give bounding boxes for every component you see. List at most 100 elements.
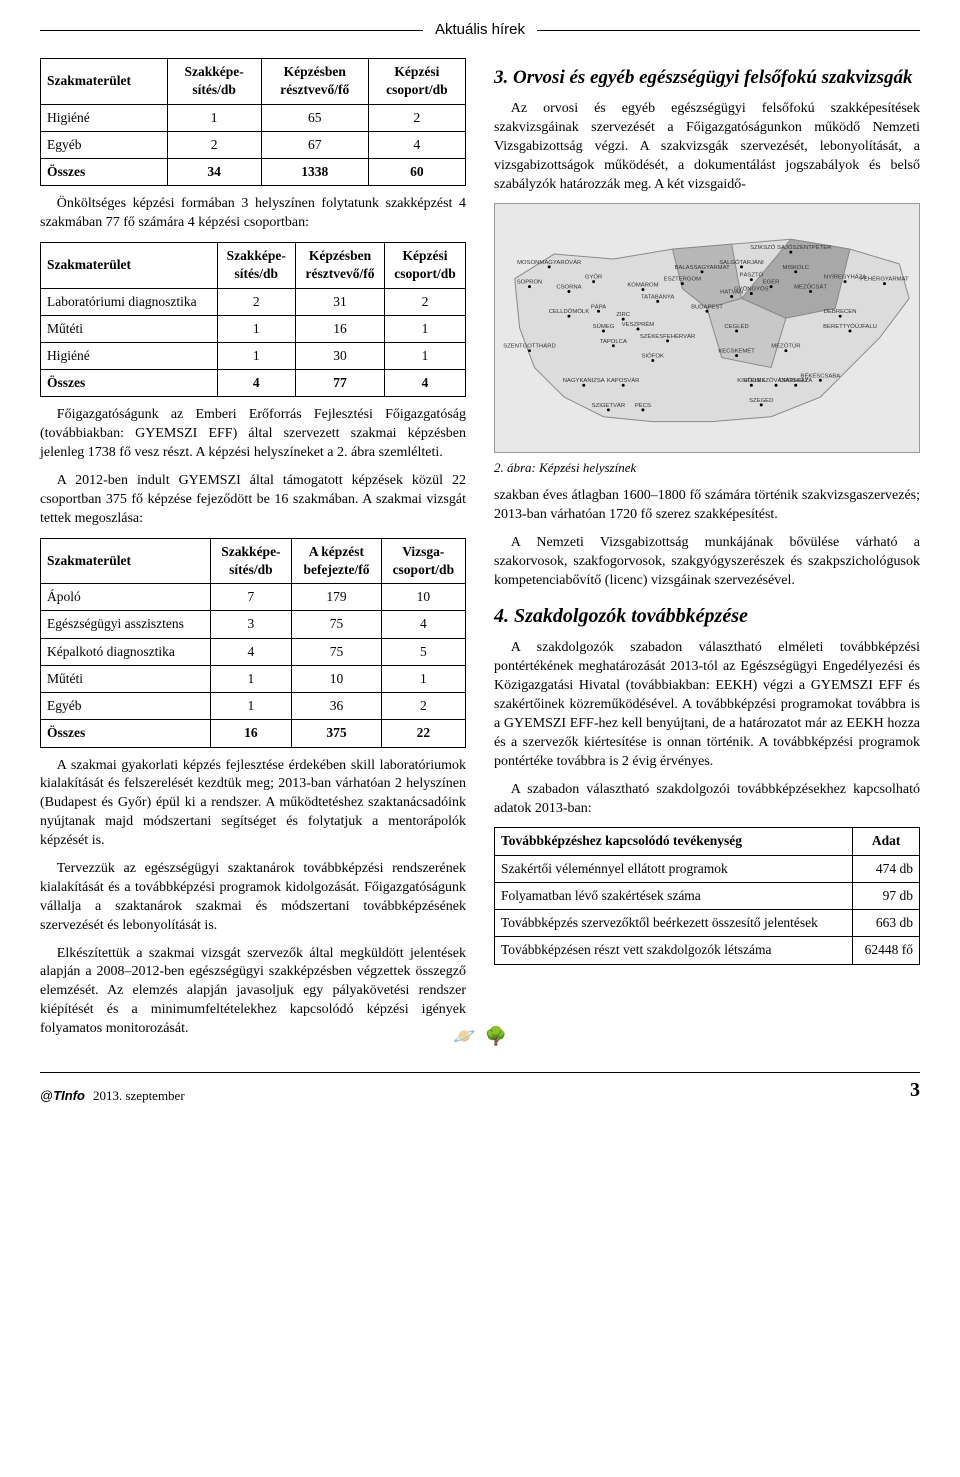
map-city-label: KAPOSVÁR bbox=[607, 378, 640, 385]
map-city-label: PÁPA bbox=[591, 304, 606, 311]
map-city-label: BUDAPEST bbox=[691, 305, 723, 311]
table-cell: Higiéné bbox=[41, 343, 218, 370]
table-cell: 22 bbox=[381, 720, 465, 747]
left-para-3: A 2012-ben indult GYEMSZI által támogato… bbox=[40, 472, 466, 529]
table-cell: Összes bbox=[41, 370, 218, 397]
table-cell: 10 bbox=[381, 584, 465, 611]
right-para-1: Az orvosi és egyéb egészségügyi felsőfok… bbox=[494, 100, 920, 194]
map-city-label: SZEGED bbox=[749, 398, 773, 404]
table-row: Szakértői véleménnyel ellátott programok… bbox=[495, 855, 920, 882]
table-cell: 1 bbox=[381, 665, 465, 692]
left-para-4: A szakmai gyakorlati képzés fejlesztése … bbox=[40, 757, 466, 851]
table-cell: Egészségügyi asszisztens bbox=[41, 611, 211, 638]
table-1: Szakmaterület Szakképe-sítés/db Képzésbe… bbox=[40, 58, 466, 186]
table-cell: 1 bbox=[217, 315, 295, 342]
map-city-label: ZIRC bbox=[616, 313, 631, 319]
table-cell: 1 bbox=[385, 315, 466, 342]
table-cell: 75 bbox=[292, 638, 381, 665]
hungary-map: SZIKSZÓ SAJÓSZENTPÉTERSALGÓTARJÁNIMISKOL… bbox=[494, 203, 920, 453]
right-para-4: A szakdolgozók szabadon választható elmé… bbox=[494, 639, 920, 771]
t4-h1: Adat bbox=[853, 828, 920, 855]
t3-h3: Vizsga-csoport/db bbox=[381, 538, 465, 583]
left-para-5: Tervezzük az egészségügyi szaktanárok to… bbox=[40, 860, 466, 936]
table-cell: 30 bbox=[296, 343, 385, 370]
map-city-label: GYŐR bbox=[585, 274, 602, 281]
left-para-1: Önköltséges képzési formában 3 helyszíne… bbox=[40, 195, 466, 233]
table-cell: Továbbképzésen részt vett szakdolgozók l… bbox=[495, 937, 853, 964]
table-row: Képalkotó diagnosztika4755 bbox=[41, 638, 466, 665]
map-city-label: ESZTERGOM bbox=[664, 277, 701, 283]
table-cell: 1338 bbox=[261, 159, 368, 186]
map-city-label: MISKOLC bbox=[782, 265, 809, 271]
map-city-label: KOMÁROM bbox=[627, 282, 658, 289]
map-caption: 2. ábra: Képzési helyszínek bbox=[494, 459, 920, 477]
table-cell: 1 bbox=[167, 104, 261, 131]
table-cell: Továbbképzés szervezőktől beérkezett öss… bbox=[495, 910, 853, 937]
two-column-layout: Szakmaterület Szakképe-sítés/db Képzésbe… bbox=[40, 58, 920, 1048]
footer-logo: @TInfo bbox=[40, 1087, 85, 1105]
table-cell: 4 bbox=[217, 370, 295, 397]
map-city-label: BERETTYÓÚJFALU bbox=[823, 323, 877, 330]
map-city-label: TATABÁNYA bbox=[641, 294, 674, 301]
table-row: Továbbképzésen részt vett szakdolgozók l… bbox=[495, 937, 920, 964]
table-cell: 2 bbox=[167, 131, 261, 158]
table-cell: 2 bbox=[217, 288, 295, 315]
header-section-title: Aktuális hírek bbox=[40, 20, 920, 40]
map-city-label: MEZŐCSÁT bbox=[794, 284, 827, 291]
logo-text: TInfo bbox=[53, 1088, 85, 1103]
table-cell: 1 bbox=[385, 343, 466, 370]
table-cell: 31 bbox=[296, 288, 385, 315]
t3-h1: Szakképe-sítés/db bbox=[210, 538, 292, 583]
map-city-label: OROSHÁZA bbox=[779, 378, 812, 385]
table-row: Műtéti1101 bbox=[41, 665, 466, 692]
map-city-label: PÁSZTÓ bbox=[740, 272, 764, 279]
table-cell: 4 bbox=[385, 370, 466, 397]
map-city-label: EGER bbox=[763, 280, 780, 286]
map-city-label: SZIGETVÁR bbox=[592, 402, 625, 409]
table-cell: 60 bbox=[368, 159, 465, 186]
map-city-label: GYÖNGYÖS bbox=[734, 286, 769, 293]
map-city-label: VESZPRÉM bbox=[622, 321, 655, 328]
left-para-2: Főigazgatóságunk az Emberi Erőforrás Fej… bbox=[40, 406, 466, 463]
right-para-5: A szabadon választható szakdolgozói tová… bbox=[494, 781, 920, 819]
map-city-label: PÉCS bbox=[635, 402, 651, 409]
table-row: Folyamatban lévő szakértések száma97 db bbox=[495, 882, 920, 909]
table-cell: 474 db bbox=[853, 855, 920, 882]
table-cell: 3 bbox=[210, 611, 292, 638]
table-cell: 4 bbox=[210, 638, 292, 665]
table-cell: 1 bbox=[210, 665, 292, 692]
table-cell: 34 bbox=[167, 159, 261, 186]
right-para-3: A Nemzeti Vizsgabizottság munkájának bőv… bbox=[494, 534, 920, 591]
table-cell: 16 bbox=[296, 315, 385, 342]
map-city-label: NAGYKANIZSA bbox=[563, 379, 605, 385]
map-city-label: SZÉKESFEHÉRVÁR bbox=[640, 333, 695, 340]
map-city-label: SZIKSZÓ SAJÓSZENTPÉTER bbox=[750, 245, 831, 252]
section-4-heading: 4. Szakdolgozók továbbképzése bbox=[494, 604, 920, 629]
t1-h0: Szakmaterület bbox=[41, 59, 168, 104]
table-cell: 36 bbox=[292, 693, 381, 720]
map-city-label: CEGLÉD bbox=[724, 323, 748, 330]
table-cell: 97 db bbox=[853, 882, 920, 909]
table-cell: 663 db bbox=[853, 910, 920, 937]
table-cell: 1 bbox=[210, 693, 292, 720]
table-cell: Egyéb bbox=[41, 693, 211, 720]
table-row: Továbbképzés szervezőktől beérkezett öss… bbox=[495, 910, 920, 937]
table-row: Összes34133860 bbox=[41, 159, 466, 186]
table-cell: Szakértői véleménnyel ellátott programok bbox=[495, 855, 853, 882]
t3-h0: Szakmaterület bbox=[41, 538, 211, 583]
map-city-label: CSORNA bbox=[556, 285, 581, 291]
table-cell: Képalkotó diagnosztika bbox=[41, 638, 211, 665]
table-cell: Összes bbox=[41, 720, 211, 747]
map-city-label: SZENTGOTTHÁRD bbox=[503, 343, 556, 350]
table-row: Laboratóriumi diagnosztika2312 bbox=[41, 288, 466, 315]
table-cell: 16 bbox=[210, 720, 292, 747]
table-cell: 77 bbox=[296, 370, 385, 397]
table-cell: 5 bbox=[381, 638, 465, 665]
table-cell: Ápoló bbox=[41, 584, 211, 611]
map-city-label: SÜMEG bbox=[593, 323, 615, 330]
left-column: Szakmaterület Szakképe-sítés/db Képzésbe… bbox=[40, 58, 466, 1048]
table-cell: 375 bbox=[292, 720, 381, 747]
header-title-text: Aktuális hírek bbox=[423, 20, 537, 40]
table-row: Egészségügyi asszisztens3754 bbox=[41, 611, 466, 638]
map-city-label: DEBRECEN bbox=[824, 310, 857, 316]
